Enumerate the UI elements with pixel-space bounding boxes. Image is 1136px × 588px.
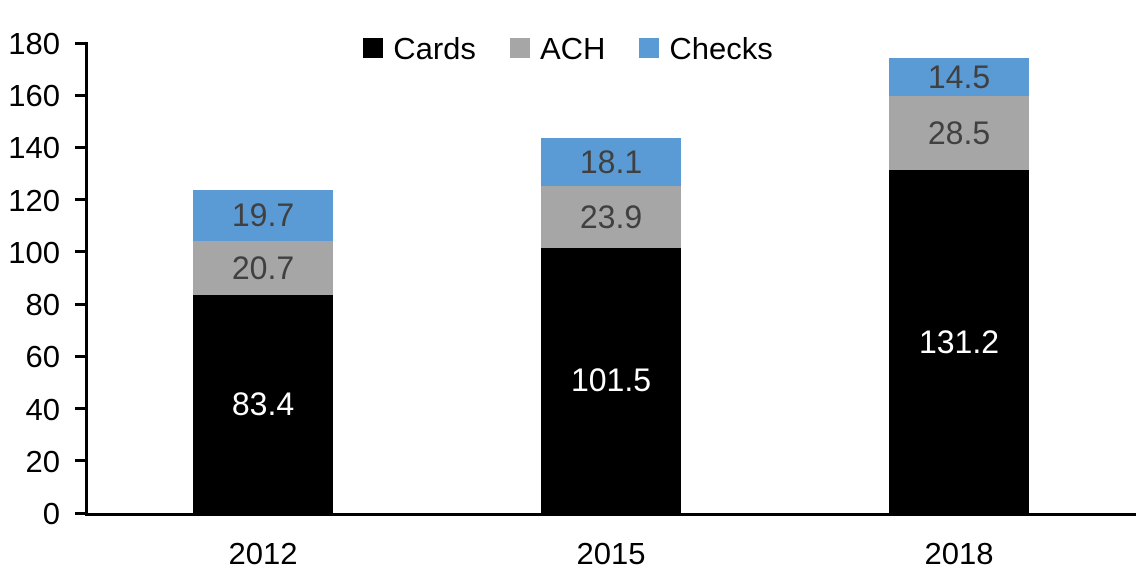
y-axis-tick <box>75 302 85 306</box>
y-axis-tick-label: 80 <box>25 287 60 323</box>
bar-segment-ach <box>541 185 681 248</box>
legend-label: ACH <box>539 30 606 66</box>
bar-segment-cards <box>889 170 1029 513</box>
bar-value-label: 28.5 <box>927 115 991 152</box>
y-axis-tick-label: 0 <box>42 496 60 531</box>
legend-item-ach: ACH <box>509 30 606 66</box>
x-axis-category-label: 2015 <box>576 536 646 571</box>
bar-value-label: 19.7 <box>231 197 295 234</box>
bar-value-label: 20.7 <box>231 250 295 287</box>
bar-segment-ach <box>193 241 333 296</box>
bar-segment-checks <box>541 138 681 186</box>
y-axis-tick-label: 100 <box>8 234 60 270</box>
y-axis-tick-label: 20 <box>25 443 60 479</box>
legend-swatch-checks <box>639 38 660 58</box>
bar-segment-ach <box>889 96 1029 171</box>
bar-segment-cards <box>193 295 333 513</box>
legend-swatch-cards <box>363 38 384 58</box>
y-axis-tick-label: 160 <box>8 78 60 114</box>
y-axis-tick <box>75 41 85 45</box>
bar-value-label: 23.9 <box>579 198 643 235</box>
legend-item-checks: Checks <box>639 30 773 66</box>
bar-value-label: 18.1 <box>579 143 643 180</box>
legend-label: Cards <box>393 30 476 66</box>
y-axis-tick <box>75 354 85 358</box>
x-axis-category-label: 2012 <box>228 536 298 571</box>
bar-segment-cards <box>541 247 681 513</box>
y-axis-line <box>85 41 88 516</box>
y-axis-tick <box>75 250 85 254</box>
y-axis-tick-label: 120 <box>8 182 60 218</box>
legend-item-cards: Cards <box>363 33 476 64</box>
bar-value-label: 101.5 <box>570 362 652 399</box>
y-axis-tick-label: 40 <box>25 391 60 427</box>
chart-legend: Cards ACH Checks <box>0 31 1136 65</box>
y-axis-tick <box>75 407 85 411</box>
y-axis-tick-label: 140 <box>8 130 60 166</box>
bar-value-label: 131.2 <box>918 323 1000 360</box>
bar-segment-checks <box>889 58 1029 96</box>
legend-label: Checks <box>669 30 773 66</box>
x-axis-category-label: 2018 <box>924 536 994 571</box>
bar-segment-checks <box>193 189 333 242</box>
bar-value-label: 83.4 <box>231 386 295 423</box>
y-axis-tick <box>75 459 85 463</box>
y-axis-tick <box>75 145 85 149</box>
y-axis-tick-label: 60 <box>25 339 60 375</box>
bar-value-label: 14.5 <box>927 59 991 96</box>
legend-swatch-ach <box>509 38 530 58</box>
y-axis-tick-label: 180 <box>8 26 60 61</box>
y-axis-tick <box>75 198 85 202</box>
x-axis-line <box>85 513 1136 516</box>
y-axis-tick <box>75 93 85 97</box>
y-axis-tick <box>75 511 85 515</box>
